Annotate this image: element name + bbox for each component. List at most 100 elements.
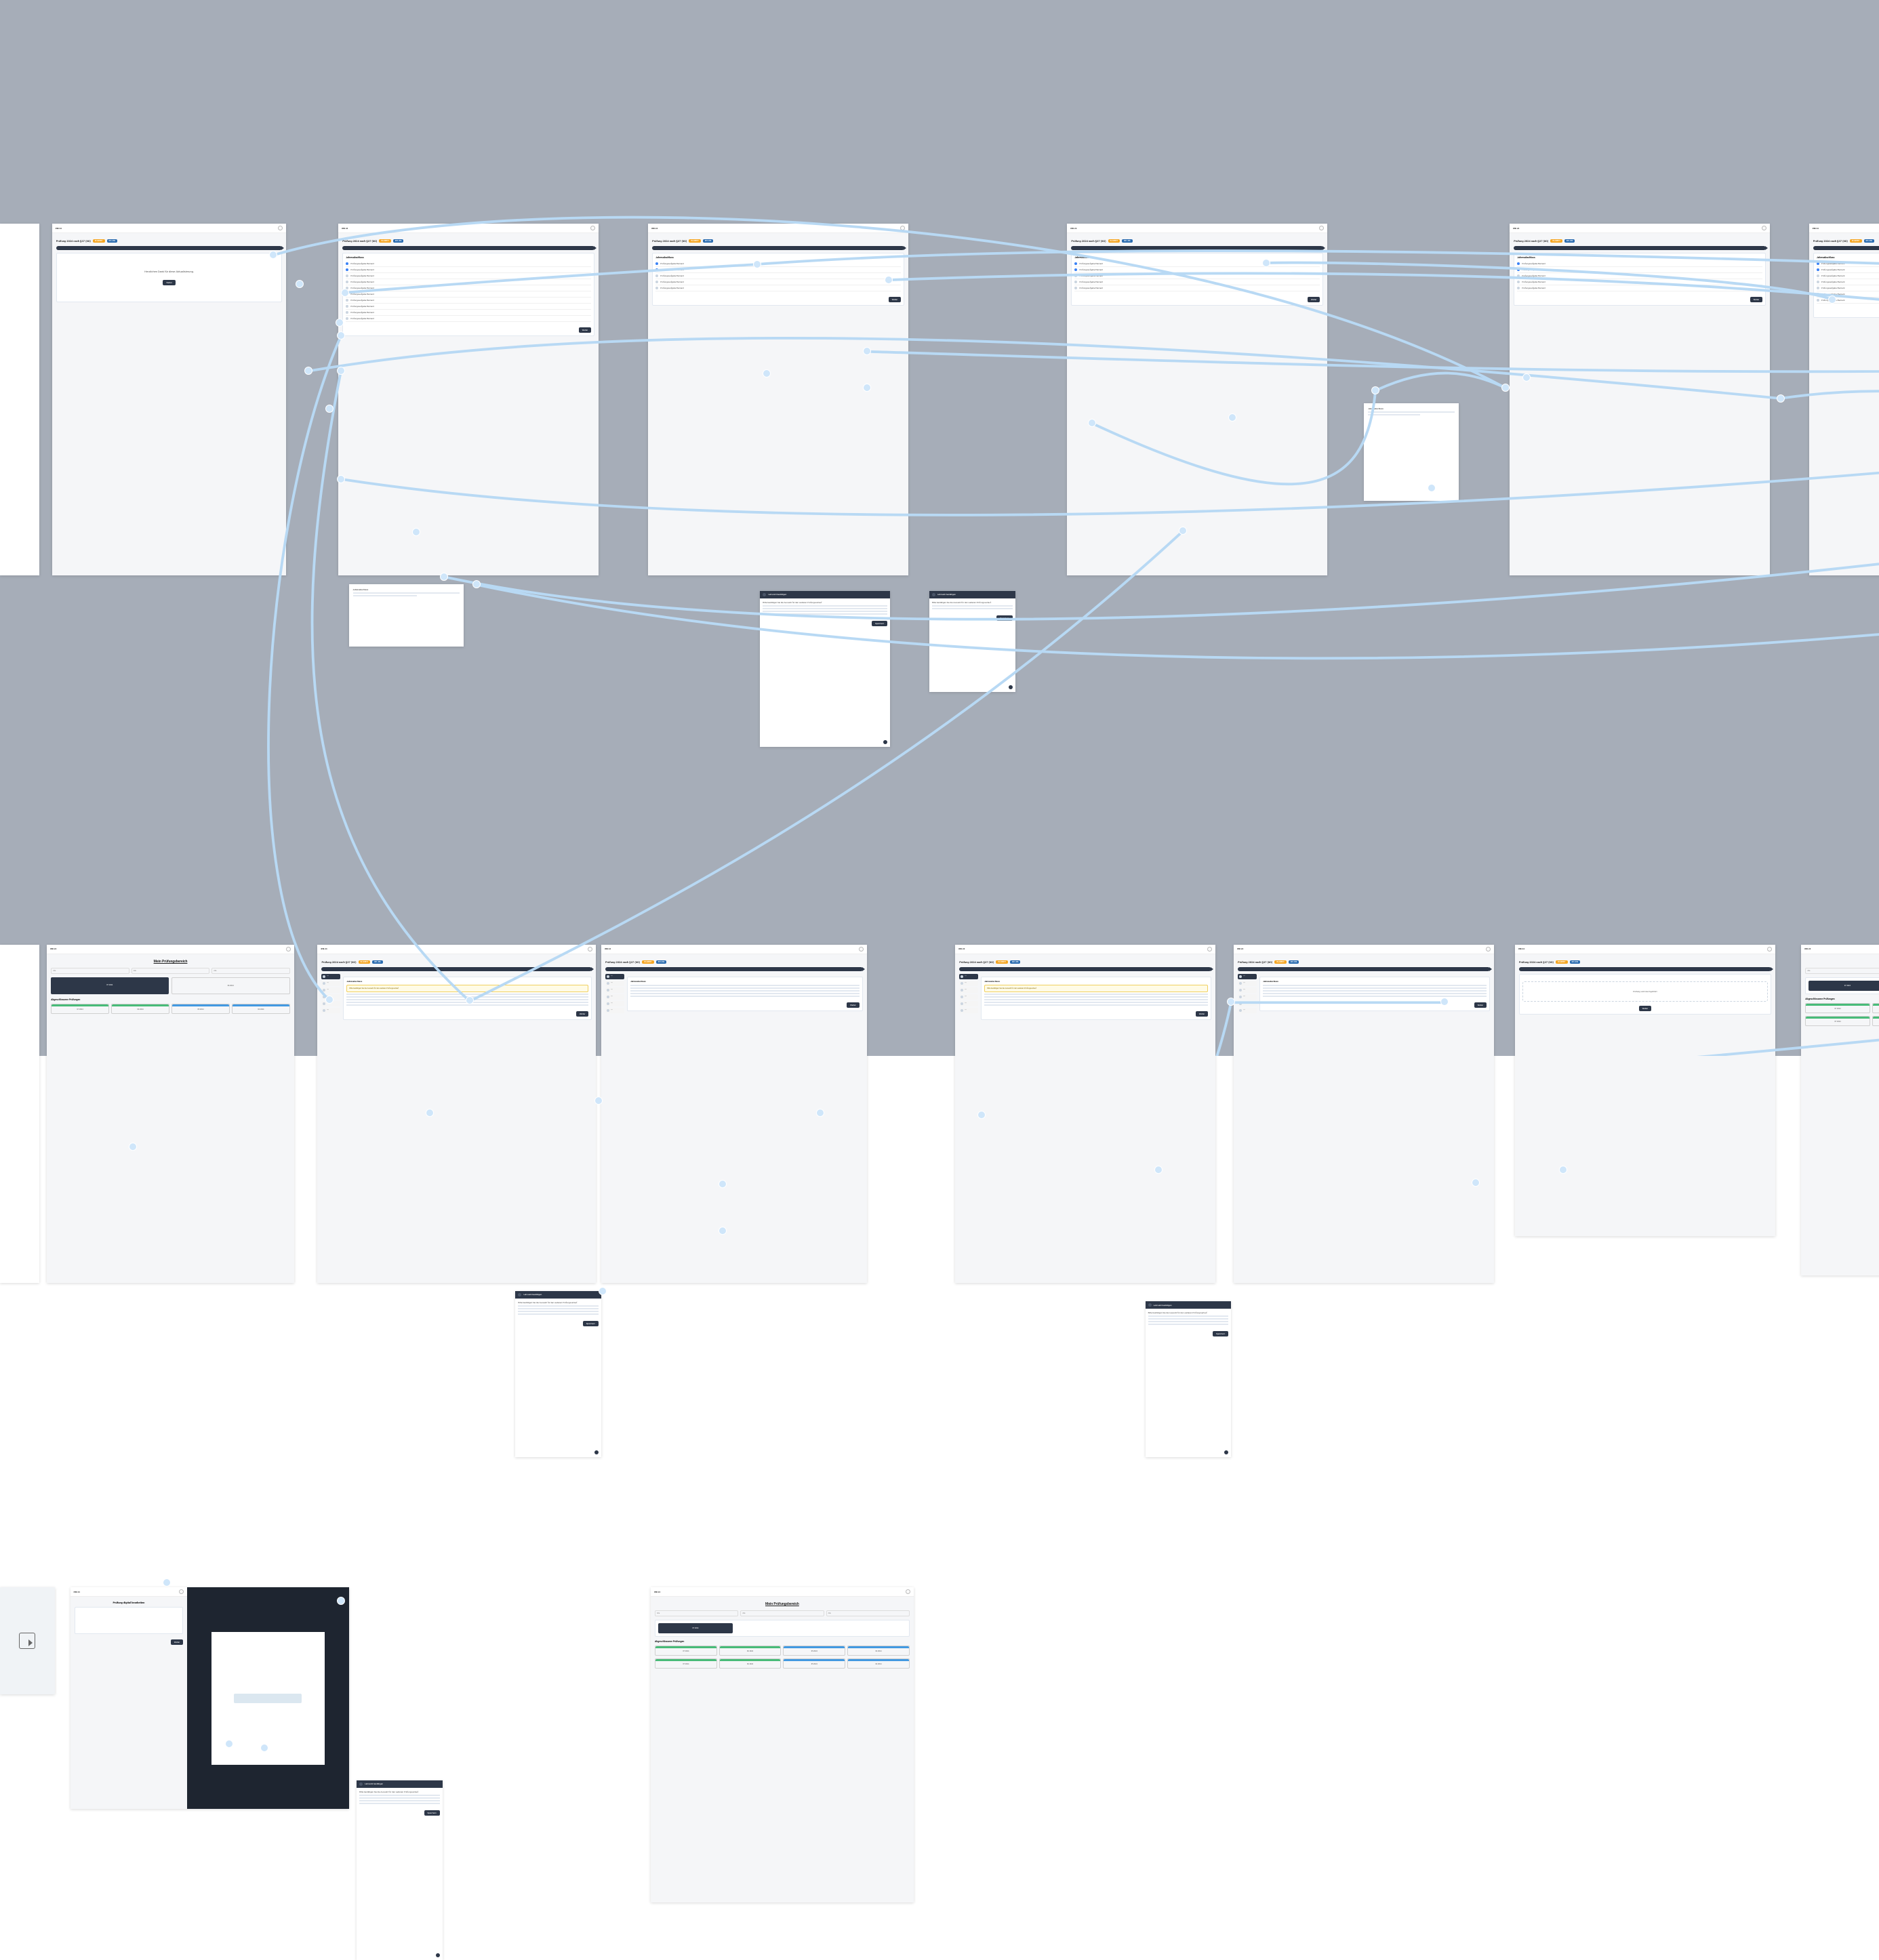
prototype-frame[interactable]: IHK 24 Prüfung 2024 nach §37 (8G) IN ARB… <box>317 945 596 1283</box>
flow-hotspot[interactable] <box>1501 384 1510 392</box>
sidebar-item[interactable]: ••• <box>605 994 624 1000</box>
list-item[interactable]: Prüfungsaufgabe Element <box>346 285 591 291</box>
list-item[interactable]: Prüfungsaufgabe Element <box>1074 279 1320 285</box>
flow-hotspot[interactable] <box>269 251 277 259</box>
list-item[interactable]: Prüfungsaufgabe Element <box>1517 261 1762 267</box>
tile-item[interactable]: 07 2024 <box>1805 1003 1870 1013</box>
continue-button[interactable]: Weiter <box>1639 1006 1652 1011</box>
sidebar-item[interactable]: ••• <box>959 974 978 979</box>
tile-item[interactable]: 06 2024 <box>1872 1016 1879 1026</box>
sidebar-item[interactable]: ••• <box>321 974 340 979</box>
sidebar-item[interactable]: ••• <box>321 987 340 993</box>
sidebar-item[interactable]: ••• <box>605 974 624 979</box>
flow-hotspot[interactable] <box>163 1578 171 1587</box>
next-button[interactable]: Weiter <box>889 297 902 302</box>
save-button[interactable]: Speichern <box>424 1810 440 1816</box>
tile-item[interactable]: 07 2024 <box>1805 1016 1870 1026</box>
flow-hotspot[interactable] <box>1371 386 1379 394</box>
prototype-frame[interactable]: IHK 24 Prüfung 2024 nach §37 (8G) IN ARB… <box>1515 945 1775 1236</box>
prototype-frame[interactable]: IHK 24 Prüfung 2024 nach §37 (8G) IN ARB… <box>1510 224 1770 575</box>
avatar-icon[interactable] <box>179 1589 184 1594</box>
flow-hotspot[interactable] <box>341 289 349 297</box>
next-button[interactable]: Weiter <box>579 327 592 333</box>
flow-hotspot[interactable] <box>260 1744 268 1752</box>
flow-hotspot[interactable] <box>1559 1166 1567 1174</box>
list-item[interactable]: Prüfungsaufgabe Element <box>1817 298 1879 304</box>
next-button[interactable]: Weiter <box>1196 1011 1209 1017</box>
avatar-icon[interactable] <box>1319 226 1324 230</box>
prototype-frame[interactable]: IHK 24 Prüfung 2024 nach §37 (8G) IN ARB… <box>338 224 599 575</box>
sidebar-item[interactable]: ••• <box>959 987 978 993</box>
flow-hotspot[interactable] <box>440 573 448 581</box>
avatar-icon[interactable] <box>278 226 283 230</box>
prototype-frame[interactable]: IHK 24 Prüfung 2024 nach §37 (8G) IN ARB… <box>52 224 287 575</box>
flow-hotspot[interactable] <box>129 1143 137 1151</box>
filter-select[interactable]: Alle <box>132 968 210 974</box>
prototype-frame[interactable] <box>0 1587 55 1694</box>
sidebar-item[interactable]: ••• <box>1238 974 1257 979</box>
flow-hotspot[interactable] <box>719 1227 727 1235</box>
flow-hotspot[interactable] <box>426 1109 434 1117</box>
flow-hotspot[interactable] <box>337 475 345 483</box>
sidebar-item[interactable]: ••• <box>1238 1001 1257 1006</box>
tile-item[interactable]: 07 2024 <box>51 1004 109 1014</box>
list-item[interactable]: Prüfungsaufgabe Element <box>655 279 901 285</box>
tile-item[interactable]: 07 2024 <box>655 1658 717 1669</box>
prototype-frame[interactable]: IHK 24 Prüfung 2024 nach §37 (8G) IN ARB… <box>1809 224 1879 575</box>
prototype-frame[interactable]: IHK 24 Mein PrüfungsbereichAlleAlleAlle0… <box>47 945 294 1283</box>
flow-hotspot[interactable] <box>1472 1179 1480 1187</box>
prototype-frame[interactable]: IHK 24 Prüfung 2024 nach §37 (8G) IN ARB… <box>1067 224 1327 575</box>
flow-hotspot[interactable] <box>1262 259 1270 267</box>
flow-hotspot[interactable] <box>1179 527 1187 535</box>
flow-hotspot[interactable] <box>763 369 771 377</box>
flow-hotspot[interactable] <box>225 1740 233 1748</box>
upload-zone[interactable]: Prüfung wird durchgeführt <box>1522 981 1768 1002</box>
flow-hotspot[interactable] <box>816 1109 824 1117</box>
flow-hotspot[interactable] <box>599 1287 607 1295</box>
flow-hotspot[interactable] <box>753 260 761 268</box>
list-item[interactable]: Prüfungsaufgabe Element <box>1817 279 1879 285</box>
list-item[interactable]: Prüfungsaufgabe Element <box>655 285 901 291</box>
flow-hotspot[interactable] <box>337 331 345 340</box>
list-item[interactable]: Prüfungsaufgabe Element <box>346 316 591 322</box>
flow-hotspot[interactable] <box>1227 998 1235 1006</box>
tile-item[interactable]: 06 2024 <box>719 1646 782 1656</box>
prototype-frame[interactable] <box>0 945 39 1283</box>
list-item[interactable]: Prüfungsaufgabe Element <box>1817 273 1879 279</box>
list-item[interactable]: Prüfungsaufgabe Element <box>346 291 591 298</box>
list-item[interactable]: Prüfungsaufgabe Element <box>346 261 591 267</box>
tile-item[interactable]: 04 2024 <box>847 1658 910 1669</box>
save-button[interactable]: Speichern <box>583 1321 599 1326</box>
avatar-icon[interactable] <box>286 947 291 952</box>
filter-select[interactable]: Alle <box>655 1610 738 1616</box>
list-item[interactable]: Prüfungsaufgabe Element <box>1817 267 1879 273</box>
prototype-canvas[interactable]: IHK 24 Prüfung 2024 nach §37 (8G) IN ARB… <box>0 0 1879 1056</box>
sidebar-item[interactable]: ••• <box>959 981 978 986</box>
flow-hotspot[interactable] <box>1228 413 1236 422</box>
flow-hotspot[interactable] <box>594 1097 603 1105</box>
avatar-icon[interactable] <box>906 1589 910 1594</box>
flow-hotspot[interactable] <box>325 996 334 1004</box>
avatar-icon[interactable] <box>1207 947 1212 952</box>
flow-hotspot[interactable] <box>863 347 871 355</box>
flow-hotspot[interactable] <box>296 280 304 288</box>
list-item[interactable]: Prüfungsaufgabe Element <box>655 273 901 279</box>
filter-select[interactable]: Alle <box>740 1610 824 1616</box>
list-item[interactable]: Prüfungsaufgabe Element <box>346 304 591 310</box>
flow-hotspot[interactable] <box>1088 419 1096 427</box>
sidebar-item[interactable]: ••• <box>1238 994 1257 1000</box>
save-button[interactable]: Speichern <box>1213 1331 1228 1336</box>
flow-hotspot[interactable] <box>977 1111 986 1119</box>
next-button[interactable]: Weiter <box>1308 297 1320 302</box>
tile-item[interactable]: 06 2024 <box>111 1004 169 1014</box>
list-item[interactable]: Prüfungsaufgabe Element <box>346 267 591 273</box>
flow-hotspot[interactable] <box>1522 373 1531 382</box>
flow-hotspot[interactable] <box>412 528 420 536</box>
list-item[interactable]: Prüfungsaufgabe Element <box>655 267 901 273</box>
prototype-frame[interactable]: IHK 24 Prüfung 2024 nach §37 (8G) IN ARB… <box>648 224 908 575</box>
save-button[interactable]: Speichern <box>872 621 887 626</box>
sidebar-item[interactable]: ••• <box>605 987 624 993</box>
tile-item[interactable]: 07 2024 <box>655 1646 717 1656</box>
sidebar-item[interactable]: ••• <box>1238 1008 1257 1013</box>
prototype-frame[interactable]: IHK 24 Prüfung digital bearbeitenWeiter <box>70 1587 349 1808</box>
